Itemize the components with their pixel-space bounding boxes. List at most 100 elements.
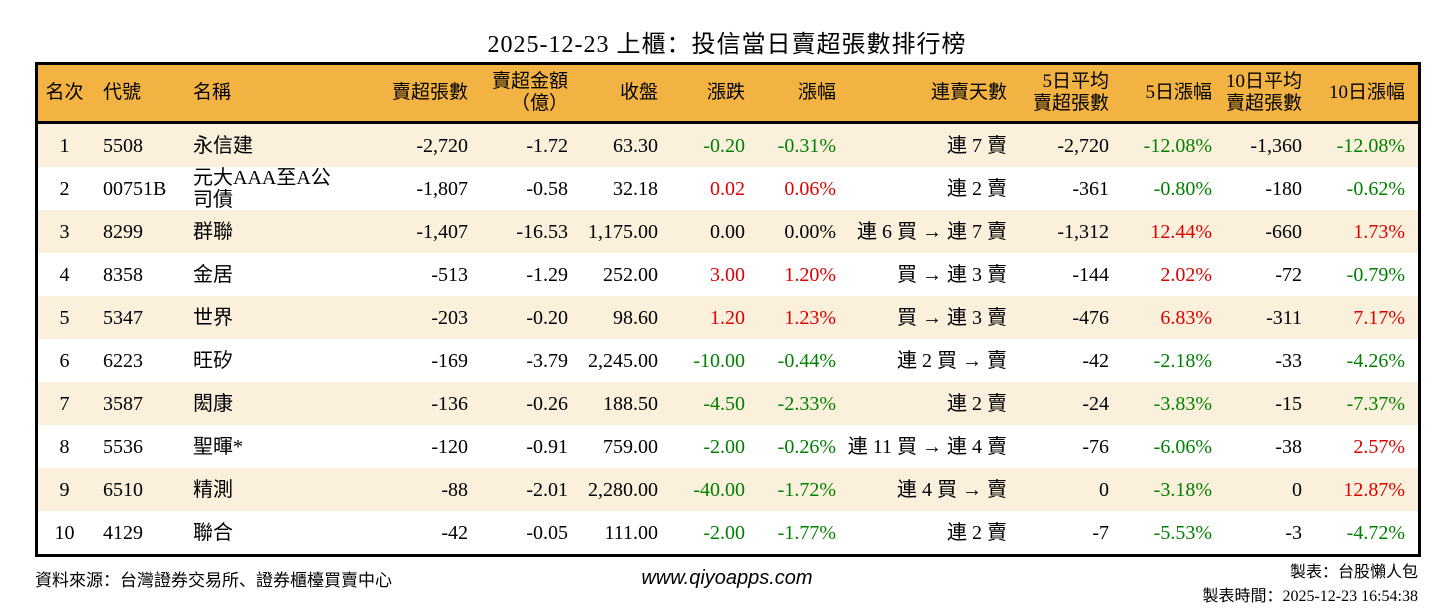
cell-rank: 1 xyxy=(59,134,70,157)
cell-avg10-sell-volume: 0 xyxy=(1292,478,1302,501)
header-sell-streak: 連賣天數 xyxy=(930,82,1007,103)
cell-5day-change-pct: -2.18% xyxy=(1153,349,1212,372)
cell-close: 32.18 xyxy=(613,177,658,200)
cell-sell-streak: 連 2 買 → 賣 xyxy=(897,349,1007,372)
cell-avg10-sell-volume: -1,360 xyxy=(1250,134,1302,157)
header-code: 代號 xyxy=(103,82,142,103)
cell-sell-amount: -2.01 xyxy=(526,478,568,501)
cell-10day-change-pct: 1.73% xyxy=(1353,220,1405,243)
header-10day-change-pct: 10日漲幅 xyxy=(1328,82,1405,103)
cell-sell-streak: 連 2 賣 xyxy=(947,521,1007,544)
cell-avg10-sell-volume: -180 xyxy=(1265,177,1302,200)
table-row: 3 8299 群聯 -1,407 -16.53 1,175.00 0.00 0.… xyxy=(38,210,1418,253)
cell-rank: 8 xyxy=(59,435,70,458)
cell-code: 6223 xyxy=(103,349,143,372)
cell-name: 閎康 xyxy=(193,392,233,415)
header-sell-amount: 賣超金額 （億） xyxy=(491,71,568,114)
cell-change-pct: 0.00% xyxy=(784,220,836,243)
cell-name: 聖暉* xyxy=(193,435,243,458)
cell-change: -10.00 xyxy=(693,349,745,372)
cell-rank: 3 xyxy=(59,220,70,243)
cell-sell-volume: -136 xyxy=(431,392,468,415)
cell-10day-change-pct: 7.17% xyxy=(1353,306,1405,329)
header-change: 漲跌 xyxy=(706,82,745,103)
cell-10day-change-pct: 12.87% xyxy=(1343,478,1405,501)
cell-10day-change-pct: -4.72% xyxy=(1346,521,1405,544)
cell-avg10-sell-volume: -72 xyxy=(1275,263,1302,286)
cell-avg5-sell-volume: -42 xyxy=(1082,349,1109,372)
cell-code: 8299 xyxy=(103,220,143,243)
cell-avg10-sell-volume: -3 xyxy=(1285,521,1302,544)
cell-change: 3.00 xyxy=(710,263,745,286)
cell-5day-change-pct: -3.83% xyxy=(1153,392,1212,415)
cell-name: 精測 xyxy=(193,478,233,501)
cell-change-pct: -1.72% xyxy=(777,478,836,501)
cell-5day-change-pct: -12.08% xyxy=(1143,134,1212,157)
data-source-note: 資料來源：台灣證券交易所、證券櫃檯買賣中心 xyxy=(35,571,392,590)
credits-block: 製表：台股懶人包 製表時間：2025-12-23 16:54:38 xyxy=(1202,561,1418,609)
cell-sell-volume: -169 xyxy=(431,349,468,372)
cell-sell-amount: -3.79 xyxy=(526,349,568,372)
cell-change-pct: -0.31% xyxy=(777,134,836,157)
cell-10day-change-pct: -4.26% xyxy=(1346,349,1405,372)
cell-5day-change-pct: 2.02% xyxy=(1160,263,1212,286)
cell-change-pct: -0.44% xyxy=(777,349,836,372)
cell-sell-volume: -2,720 xyxy=(416,134,468,157)
cell-change: -2.00 xyxy=(703,521,745,544)
header-avg5-sell-volume: 5日平均 賣超張數 xyxy=(1032,71,1109,114)
table-row: 2 00751B 元大AAA至A公司債 -1,807 -0.58 32.18 0… xyxy=(38,166,1418,211)
cell-avg5-sell-volume: -361 xyxy=(1072,177,1109,200)
cell-sell-streak: 連 2 賣 xyxy=(947,177,1007,200)
table-header-row: 名次 代號 名稱 賣超張數 賣超金額 （億） 收盤 漲跌 漲幅 連賣天數 5日平… xyxy=(38,65,1418,124)
cell-avg5-sell-volume: -476 xyxy=(1072,306,1109,329)
cell-sell-streak: 買 → 連 3 賣 xyxy=(897,306,1007,329)
cell-change: -40.00 xyxy=(693,478,745,501)
cell-5day-change-pct: -3.18% xyxy=(1153,478,1212,501)
header-close: 收盤 xyxy=(619,82,658,103)
table-row: 7 3587 閎康 -136 -0.26 188.50 -4.50 -2.33%… xyxy=(38,382,1418,425)
header-sell-volume: 賣超張數 xyxy=(391,82,468,103)
cell-code: 5508 xyxy=(103,134,143,157)
table-body: 1 5508 永信建 -2,720 -1.72 63.30 -0.20 -0.3… xyxy=(38,124,1418,554)
cell-close: 2,245.00 xyxy=(588,349,658,372)
cell-name: 旺矽 xyxy=(193,349,233,372)
cell-avg10-sell-volume: -311 xyxy=(1266,306,1302,329)
cell-change: -0.20 xyxy=(703,134,745,157)
page-title: 2025-12-23 上櫃：投信當日賣超張數排行榜 xyxy=(487,32,967,58)
cell-avg5-sell-volume: -24 xyxy=(1082,392,1109,415)
cell-sell-volume: -88 xyxy=(441,478,468,501)
cell-change: 0.02 xyxy=(710,177,745,200)
cell-sell-amount: -16.53 xyxy=(516,220,568,243)
cell-code: 3587 xyxy=(103,392,143,415)
cell-name: 世界 xyxy=(193,306,233,329)
cell-sell-amount: -0.26 xyxy=(526,392,568,415)
cell-name: 元大AAA至A公司債 xyxy=(193,166,331,211)
cell-code: 00751B xyxy=(103,177,167,200)
header-change-pct: 漲幅 xyxy=(797,82,836,103)
cell-rank: 9 xyxy=(59,478,70,501)
cell-sell-amount: -0.05 xyxy=(526,521,568,544)
cell-change-pct: -2.33% xyxy=(777,392,836,415)
cell-5day-change-pct: 12.44% xyxy=(1150,220,1212,243)
cell-close: 98.60 xyxy=(613,306,658,329)
cell-change-pct: -1.77% xyxy=(777,521,836,544)
cell-5day-change-pct: -0.80% xyxy=(1153,177,1212,200)
header-name: 名稱 xyxy=(193,82,232,103)
cell-10day-change-pct: -12.08% xyxy=(1336,134,1405,157)
cell-name: 金居 xyxy=(193,263,233,286)
cell-code: 4129 xyxy=(103,521,143,544)
cell-close: 2,280.00 xyxy=(588,478,658,501)
cell-avg5-sell-volume: -7 xyxy=(1092,521,1109,544)
cell-change-pct: 0.06% xyxy=(784,177,836,200)
cell-rank: 4 xyxy=(59,263,70,286)
cell-rank: 2 xyxy=(59,177,70,200)
table-row: 4 8358 金居 -513 -1.29 252.00 3.00 1.20% 買… xyxy=(38,253,1418,296)
cell-close: 252.00 xyxy=(603,263,658,286)
cell-avg10-sell-volume: -660 xyxy=(1265,220,1302,243)
header-rank: 名次 xyxy=(45,82,84,103)
cell-sell-volume: -42 xyxy=(441,521,468,544)
cell-rank: 7 xyxy=(59,392,70,415)
cell-5day-change-pct: -5.53% xyxy=(1153,521,1212,544)
table-row: 10 4129 聯合 -42 -0.05 111.00 -2.00 -1.77%… xyxy=(38,511,1418,554)
cell-change: -4.50 xyxy=(703,392,745,415)
